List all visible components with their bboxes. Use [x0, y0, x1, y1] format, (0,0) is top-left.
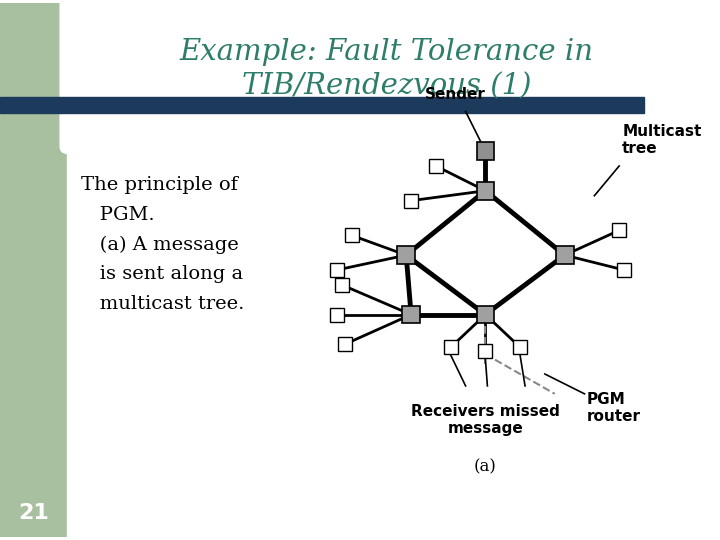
- Bar: [68, 113, 714, 537]
- Bar: [612, 224, 626, 237]
- Bar: [397, 246, 415, 264]
- FancyBboxPatch shape: [60, 0, 720, 154]
- Bar: [335, 278, 348, 292]
- Text: PGM
router: PGM router: [587, 392, 641, 424]
- Bar: [617, 263, 631, 277]
- Bar: [477, 182, 495, 200]
- Bar: [0, 3, 68, 537]
- Text: Example: Fault Tolerance in: Example: Fault Tolerance in: [179, 38, 593, 66]
- Bar: [330, 308, 343, 321]
- Text: (a) A message: (a) A message: [81, 235, 239, 254]
- Bar: [338, 338, 351, 351]
- Text: The principle of: The principle of: [81, 176, 238, 194]
- Text: Sender: Sender: [426, 86, 486, 102]
- Bar: [429, 159, 443, 173]
- Text: multicast tree.: multicast tree.: [81, 295, 245, 313]
- Bar: [556, 246, 574, 264]
- Bar: [479, 345, 492, 358]
- Text: is sent along a: is sent along a: [81, 265, 243, 283]
- Bar: [345, 228, 359, 242]
- Bar: [513, 340, 527, 354]
- Bar: [477, 306, 495, 323]
- Text: 21: 21: [18, 503, 49, 523]
- Bar: [402, 306, 420, 323]
- Text: Multicast
tree: Multicast tree: [622, 124, 701, 156]
- FancyBboxPatch shape: [0, 3, 198, 151]
- Bar: [0, 97, 644, 113]
- Bar: [444, 340, 458, 354]
- Bar: [330, 263, 343, 277]
- Bar: [404, 194, 418, 207]
- Text: Receivers missed
message: Receivers missed message: [411, 404, 560, 436]
- Text: TIB/Rendezvous (1): TIB/Rendezvous (1): [242, 73, 531, 101]
- Bar: [477, 142, 495, 160]
- Text: (a): (a): [474, 458, 497, 475]
- Text: PGM.: PGM.: [81, 206, 155, 224]
